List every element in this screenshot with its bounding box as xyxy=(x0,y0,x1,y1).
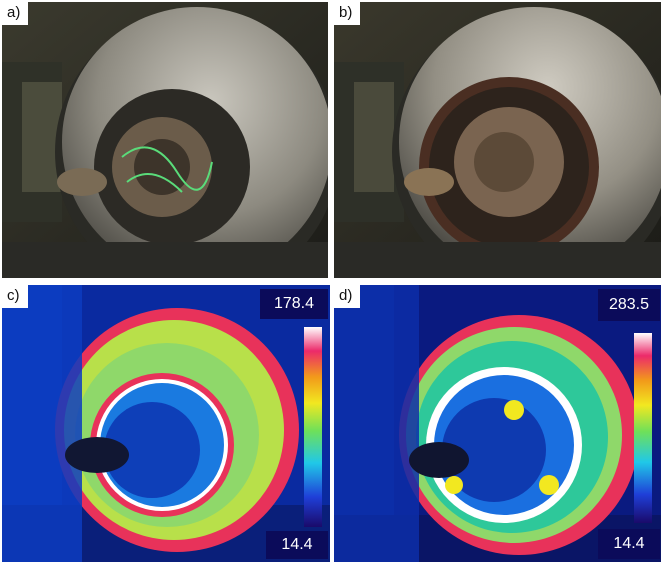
panel-label-a: a) xyxy=(2,2,29,25)
thermal-colorbar-c xyxy=(304,327,322,527)
scale-min-d: 14.4 xyxy=(598,529,660,559)
thermal-colorbar-d xyxy=(634,333,652,523)
panel-label-d: d) xyxy=(334,285,361,308)
thermal-image-d xyxy=(334,285,661,562)
panel-label-b: b) xyxy=(334,2,361,25)
photo-panel-a: a) xyxy=(2,2,328,278)
brake-disc-photo-b xyxy=(334,2,661,278)
scale-max-c: 178.4 xyxy=(260,289,328,319)
photo-panel-b: b) xyxy=(334,2,661,278)
scale-max-d: 283.5 xyxy=(598,289,660,321)
scale-min-c: 14.4 xyxy=(266,531,328,559)
brake-disc-photo-a xyxy=(2,2,328,278)
thermal-image-c xyxy=(2,285,330,562)
thermal-panel-c: c) 178.4 14.4 xyxy=(2,285,330,562)
panel-label-c: c) xyxy=(2,285,28,308)
thermal-panel-d: d) 283.5 14.4 xyxy=(334,285,661,562)
